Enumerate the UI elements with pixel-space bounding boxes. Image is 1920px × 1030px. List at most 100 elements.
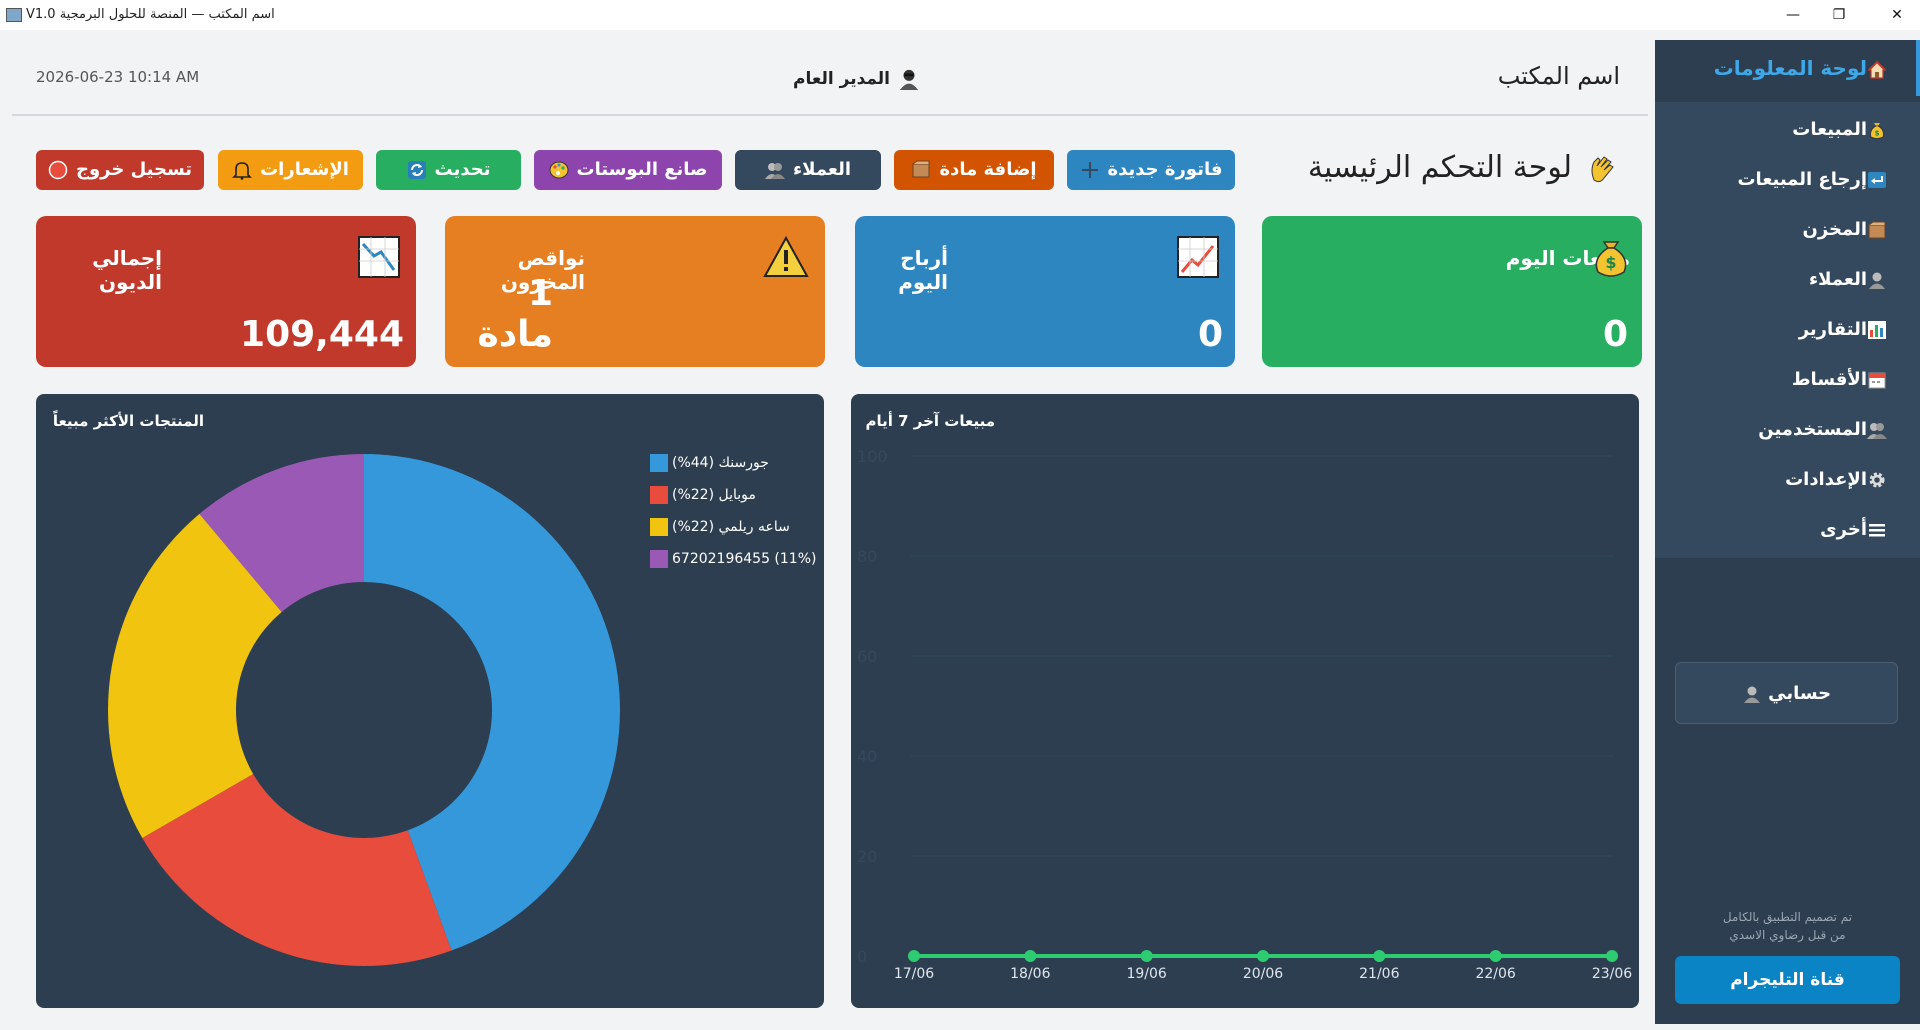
legend-label: جورسنك (44%)	[672, 455, 769, 471]
today-sales-card: مبيعات اليوم 0 $	[1262, 216, 1642, 367]
bell-icon	[232, 162, 253, 180]
stock-shortage-card: نواقص المخزون 1 مادة	[445, 216, 825, 367]
data-point	[1140, 950, 1153, 962]
top-products-chart-panel: المنتجات الأكثر مبيعاً جورسنك (44%) موباي…	[36, 394, 824, 1008]
page-title-text: لوحة التحكم الرئيسية	[1307, 150, 1572, 185]
user-icon	[1869, 272, 1885, 289]
poster-maker-label: صانع البوستات	[576, 159, 708, 180]
add-item-label: إضافة مادة	[939, 159, 1037, 180]
logout-label: تسجيل خروج	[75, 159, 193, 180]
top-products-legend: جورسنك (44%) موبايل (22%) ساعه ريلمي (22%)…	[650, 454, 820, 574]
donut-slice	[107, 513, 282, 838]
y-tick-label: 20	[857, 847, 877, 866]
users-icon	[1867, 423, 1887, 439]
svg-text:$: $	[1875, 130, 1880, 138]
credit-line-1: تم تصميم التطبيق بالكامل	[1722, 910, 1853, 924]
sidebar-item-customers[interactable]: العملاء	[1655, 252, 1920, 308]
current-user: المدير العام	[780, 68, 920, 90]
sidebar-item-settings[interactable]: الإعدادات	[1655, 452, 1920, 508]
close-icon[interactable]: ✕	[1891, 7, 1903, 23]
refresh-button[interactable]: تحديث	[376, 150, 521, 190]
refresh-icon	[407, 161, 426, 179]
legend-swatch	[650, 518, 668, 536]
window-title: V1.0 اسم المكتب — المنصة للحلول البرمجية	[26, 7, 275, 22]
sidebar-item-sales-returns[interactable]: إرجاع المبيعات	[1655, 152, 1920, 208]
sidebar-item-inventory[interactable]: المخزن	[1655, 202, 1920, 258]
sidebar-item-installments[interactable]: الأقساط	[1655, 352, 1920, 408]
waving-hand-icon	[1591, 155, 1614, 182]
sidebar-item-dashboard[interactable]: لوحة المعلومات	[1655, 40, 1920, 96]
logout-button[interactable]: تسجيل خروج	[36, 150, 204, 190]
legend-swatch	[650, 454, 668, 472]
home-icon	[1867, 60, 1887, 79]
plus-icon	[1081, 162, 1098, 178]
sidebar: لوحة المعلومات $ المبيعات إرجاع المبيعات …	[1655, 40, 1920, 1024]
minimize-icon[interactable]: —	[1786, 7, 1800, 23]
sidebar-item-label: الإعدادات	[1785, 469, 1867, 490]
sidebar-item-reports[interactable]: التقارير	[1655, 302, 1920, 358]
x-tick-label: 17/06	[894, 966, 934, 982]
legend-swatch	[650, 550, 668, 568]
legend-item: ساعه ريلمي (22%)	[650, 518, 790, 538]
top-products-donut-chart	[107, 454, 621, 966]
datetime: 2026-06-23 10:14 AM	[36, 68, 200, 86]
y-tick-label: 60	[857, 647, 877, 666]
sidebar-item-other[interactable]: أخرى	[1655, 502, 1920, 558]
y-tick-label: 80	[857, 547, 877, 566]
users-icon	[764, 163, 785, 179]
total-debts-value: 109,444	[240, 314, 404, 355]
data-point	[1373, 950, 1386, 962]
new-invoice-label: فاتورة جديدة	[1107, 159, 1223, 180]
total-debts-card: إجمالي الديون 109,444	[36, 216, 416, 367]
office-name: اسم المكتب	[1497, 62, 1620, 90]
user-icon	[1743, 686, 1760, 703]
new-invoice-button[interactable]: فاتورة جديدة	[1067, 150, 1235, 190]
add-item-button[interactable]: إضافة مادة	[894, 150, 1054, 190]
menu-icon	[1869, 524, 1885, 537]
legend-item: موبايل (22%)	[650, 486, 756, 506]
legend-label: ساعه ريلمي (22%)	[672, 519, 790, 535]
sidebar-item-users[interactable]: المستخدمين	[1655, 402, 1920, 458]
x-tick-label: 18/06	[1010, 966, 1050, 982]
app-icon	[6, 8, 22, 22]
money-bag-icon: $	[1595, 241, 1627, 277]
today-profit-title: أرباح اليوم	[898, 246, 948, 294]
notifications-button[interactable]: الإشعارات	[218, 150, 363, 190]
total-debts-title: إجمالي الديون	[92, 246, 162, 294]
data-point	[1606, 950, 1618, 962]
x-tick-label: 22/06	[1475, 966, 1515, 982]
telegram-channel-button[interactable]: قناة التليجرام	[1675, 956, 1900, 1004]
page-title: لوحة التحكم الرئيسية	[1280, 150, 1620, 186]
legend-label: 67202196455 (11%)	[672, 551, 817, 567]
sidebar-item-label: التقارير	[1798, 319, 1867, 340]
window-titlebar: V1.0 اسم المكتب — المنصة للحلول البرمجية…	[0, 0, 1920, 30]
sidebar-item-label: المبيعات	[1792, 119, 1867, 140]
weekly-sales-line-chart: 0 20 40 60 80 100 17/06 18/06 19/06 20/06 21/06 22/…	[857, 447, 1632, 982]
box-icon	[1868, 221, 1886, 239]
chart-up-icon	[1177, 236, 1219, 278]
credit-line-2: من قبل رضاوي الاسدي	[1729, 928, 1846, 942]
weekly-sales-chart-panel: مبيعات آخر 7 أيام 0 20 40 60 80 100 17/06 18/06…	[851, 394, 1639, 1008]
restore-icon[interactable]: ❐	[1832, 7, 1846, 23]
poster-maker-button[interactable]: صانع البوستات	[534, 150, 722, 190]
stock-shortage-value: 1 مادة	[477, 273, 553, 355]
user-icon	[899, 69, 919, 90]
my-account-label: حسابي	[1768, 683, 1832, 704]
header-divider	[12, 114, 1648, 116]
customers-label: العملاء	[792, 159, 852, 180]
sidebar-item-label: المستخدمين	[1758, 419, 1867, 440]
chart-down-icon	[358, 236, 400, 278]
legend-label: موبايل (22%)	[672, 487, 756, 503]
legend-swatch	[650, 486, 668, 504]
my-account-button[interactable]: حسابي	[1675, 662, 1898, 724]
x-tick-label: 21/06	[1359, 966, 1399, 982]
top-products-chart-title: المنتجات الأكثر مبيعاً	[52, 412, 204, 430]
data-point	[1489, 950, 1502, 962]
sidebar-item-sales[interactable]: $ المبيعات	[1655, 102, 1920, 158]
gear-icon	[1869, 472, 1885, 488]
customers-button[interactable]: العملاء	[735, 150, 881, 190]
sidebar-item-label: أخرى	[1820, 519, 1867, 540]
weekly-sales-chart-title: مبيعات آخر 7 أيام	[865, 412, 996, 430]
palette-icon	[549, 161, 569, 179]
warning-icon	[763, 235, 809, 277]
